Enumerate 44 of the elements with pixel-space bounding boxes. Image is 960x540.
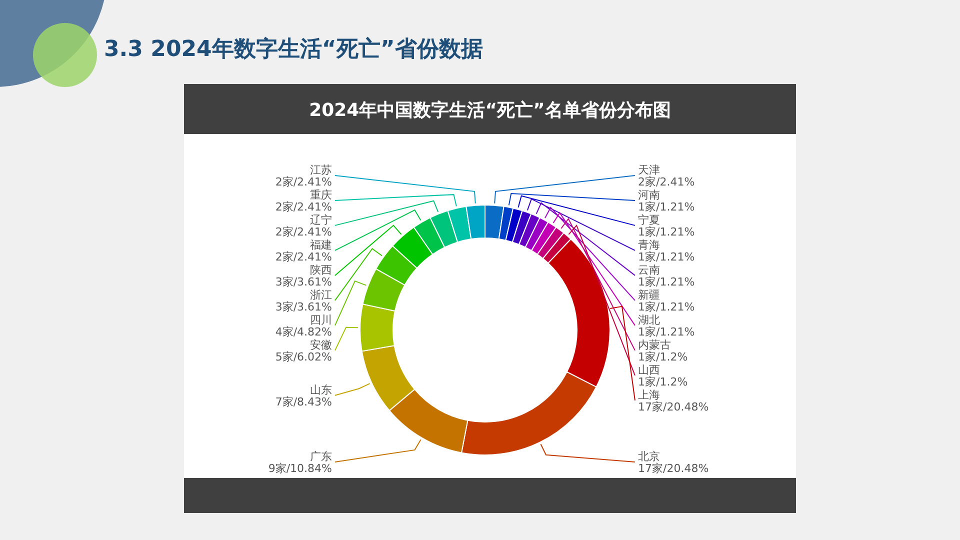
data-label: 3家/3.61% bbox=[275, 275, 332, 288]
data-label: 5家/6.02% bbox=[275, 350, 332, 364]
data-label: 2家/2.41% bbox=[275, 175, 332, 188]
slice-label: 青海 bbox=[638, 238, 660, 252]
data-label: 1家/1.2% bbox=[638, 350, 688, 364]
data-label: 4家/4.82% bbox=[275, 325, 332, 338]
slice-label: 北京 bbox=[638, 450, 660, 463]
data-label: 2家/2.41% bbox=[275, 225, 332, 238]
slice-label: 内蒙古 bbox=[638, 338, 671, 352]
slice-label: 浙江 bbox=[310, 288, 332, 302]
slice-label: 安徽 bbox=[310, 338, 332, 352]
slice-label: 河南 bbox=[638, 188, 660, 202]
data-label: 1家/1.21% bbox=[638, 200, 695, 214]
chart-subtitle: 2024年中国数字生活“死亡”名单省份分布图 bbox=[309, 100, 671, 121]
slice-label: 宁夏 bbox=[638, 213, 660, 226]
slice-label: 重庆 bbox=[310, 188, 332, 202]
slice-label: 新疆 bbox=[638, 288, 660, 302]
slice-label: 江苏 bbox=[310, 163, 332, 176]
data-label: 1家/1.21% bbox=[638, 275, 695, 288]
slice-label: 天津 bbox=[638, 163, 660, 176]
slice-label: 陕西 bbox=[310, 263, 332, 276]
slice-label: 湖北 bbox=[638, 313, 660, 326]
data-label: 1家/1.21% bbox=[638, 300, 695, 314]
data-label: 2家/2.41% bbox=[275, 200, 332, 214]
data-label: 17家/20.48% bbox=[638, 400, 709, 414]
data-label: 1家/1.2% bbox=[638, 375, 688, 388]
slice-label: 广东 bbox=[310, 450, 332, 463]
data-label: 17家/20.48% bbox=[638, 462, 709, 475]
slice-label: 辽宁 bbox=[310, 213, 332, 226]
slice-label: 云南 bbox=[638, 263, 660, 276]
data-label: 7家/8.43% bbox=[275, 395, 332, 408]
data-label: 2家/2.41% bbox=[275, 250, 332, 264]
data-label: 1家/1.21% bbox=[638, 325, 695, 338]
chart-title: 3.3 2024年数字生活“死亡”省份数据 bbox=[104, 36, 483, 62]
slice-label: 上海 bbox=[638, 388, 660, 402]
data-label: 3家/3.61% bbox=[275, 300, 332, 314]
slice-label: 山西 bbox=[638, 363, 660, 376]
slice-label: 山东 bbox=[310, 383, 332, 396]
data-label: 2家/2.41% bbox=[638, 175, 695, 188]
data-label: 1家/1.21% bbox=[638, 250, 695, 264]
slice-label: 福建 bbox=[310, 238, 332, 252]
data-label: 1家/1.21% bbox=[638, 225, 695, 238]
data-label: 9家/10.84% bbox=[268, 462, 332, 475]
slice-label: 四川 bbox=[310, 313, 332, 326]
